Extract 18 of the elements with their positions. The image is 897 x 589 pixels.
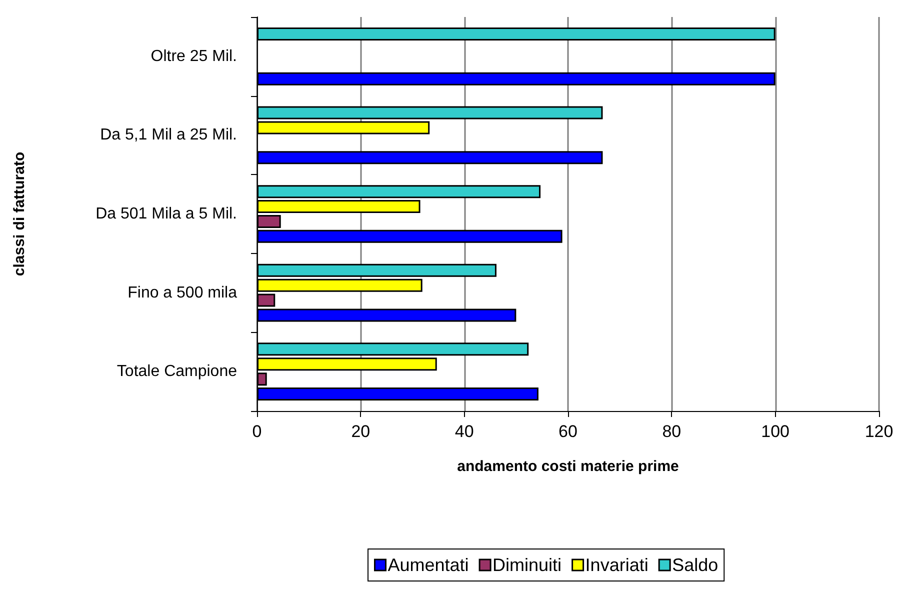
legend-label: Saldo	[672, 555, 718, 575]
y-axis-title: classi di fatturato	[11, 152, 28, 276]
y-tick-label: Da 5,1 Mil a 25 Mil.	[100, 126, 237, 144]
legend-label: Aumentati	[388, 555, 469, 575]
legend-label: Invariati	[585, 555, 648, 575]
x-tick-label: 60	[558, 422, 578, 441]
x-tick-label: 100	[761, 422, 790, 441]
x-tick-label: 120	[864, 422, 894, 441]
y-tick-label: Fino a 500 mila	[128, 284, 238, 302]
x-tick-label: 80	[662, 422, 682, 441]
y-tick-label: Oltre 25 Mil.	[150, 48, 237, 65]
x-axis-title: andamento costi materie prime	[457, 458, 679, 475]
x-tick-label: 40	[454, 422, 474, 441]
y-tick-label: Totale Campione	[116, 363, 238, 380]
x-tick-label: 0	[252, 422, 262, 441]
legend-label: Diminuiti	[492, 555, 562, 575]
x-tick-label: 20	[351, 422, 370, 441]
y-tick-label: Da 501 Mila a 5 Mil.	[96, 206, 237, 222]
